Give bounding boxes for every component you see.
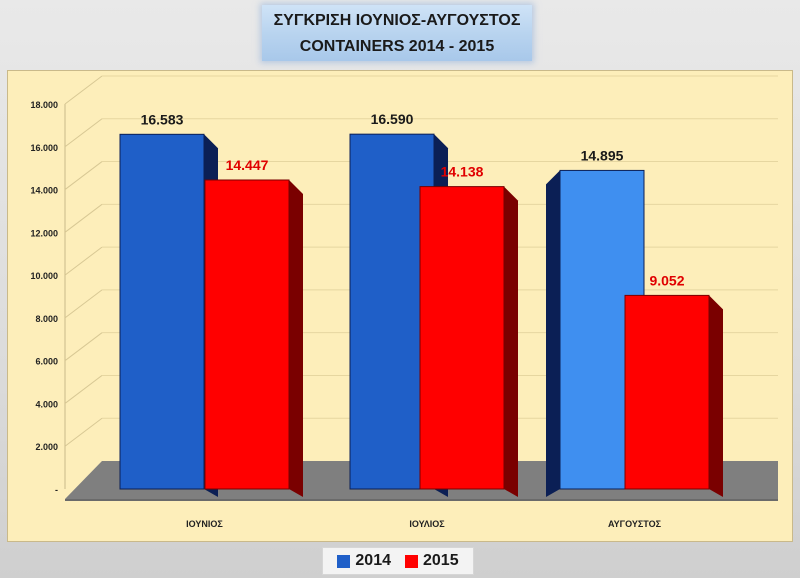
gridline-diagonal [64,417,103,447]
bar-chart: - 2.000 4.000 6.000 8.000 10.000 12.000 14.000 1… [30,75,778,529]
gridline-diagonal [64,118,103,148]
legend-item-2014: 2014 [337,552,391,570]
x-category-label: ΑΥΓΟΥΣΤΟΣ [608,519,662,529]
bar-2014-3-side [546,170,560,497]
gridline-diagonal [64,246,103,276]
chart-title-line-1: ΣΥΓΚΡΙΣΗ ΙΟΥΝΙΟΣ-ΑΥΓΟΥΣΤΟΣ [273,12,521,29]
x-category-label: ΙΟΥΝΙΟΣ [186,519,223,529]
x-category-label: ΙΟΥΛΙΟΣ [409,519,445,529]
bar-2015-2 [419,186,505,490]
bar-2015-1-side [289,179,303,497]
y-tick-label: 12.000 [30,228,58,238]
bar-2015-2-side [504,186,518,497]
gridline-diagonal [64,332,103,362]
legend-item-2015: 2015 [405,552,459,570]
data-label-2014-3: 14.895 [581,147,624,163]
y-tick-label: 6.000 [35,357,58,367]
data-label-2015-1: 14.447 [226,157,269,173]
gridline-diagonal [64,75,103,105]
gridline-diagonal [64,375,103,404]
y-tick-label: 8.000 [35,314,58,324]
y-tick-label: 10.000 [30,271,58,281]
data-label-2015-3: 9.052 [649,272,684,288]
legend-label-2014: 2014 [355,552,391,569]
chart-floor-edge [65,499,778,501]
bar-2014-1 [119,133,205,490]
data-label-2014-1: 16.583 [141,111,184,127]
y-tick-label: 18.000 [30,100,58,110]
gridline-diagonal [64,203,103,233]
y-tick-label: 16.000 [30,143,58,153]
legend-swatch-2014 [337,554,351,568]
chart-title-line-2: CONTAINERS 2014 - 2015 [299,38,495,55]
bar-2015-1 [204,179,290,490]
gridline-diagonal [64,161,103,190]
bar-2015-3-side [709,295,723,497]
bar-2015-3 [624,294,710,490]
y-tick-label: - [55,485,58,495]
chart-title-box: ΣΥΓΚΡΙΣΗ ΙΟΥΝΙΟΣ-ΑΥΓΟΥΣΤΟΣ CONTAINERS 20… [262,5,532,61]
data-label-2015-2: 14.138 [441,164,484,180]
gridline-diagonal [64,289,103,319]
legend-swatch-2015 [405,554,418,568]
legend-label-2015: 2015 [423,552,459,569]
chart-plot-area: - 2.000 4.000 6.000 8.000 10.000 12.000 14.000 1… [7,70,793,542]
y-tick-label: 4.000 [35,399,58,409]
data-label-2014-2: 16.590 [371,111,414,127]
y-tick-label: 14.000 [30,186,58,196]
y-tick-label: 2.000 [35,442,58,452]
chart-legend: 2014 2015 [322,547,474,575]
